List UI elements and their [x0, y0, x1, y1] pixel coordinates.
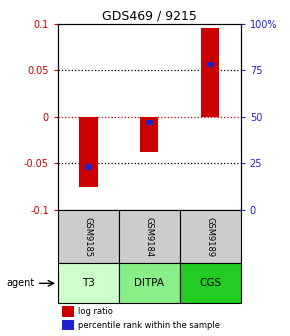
Title: GDS469 / 9215: GDS469 / 9215 [102, 9, 197, 23]
Bar [119, 210, 180, 263]
Bar [140, 117, 158, 152]
Text: GSM9185: GSM9185 [84, 217, 93, 257]
Text: log ratio: log ratio [78, 307, 113, 316]
Bar [146, 120, 153, 125]
Text: GSM9184: GSM9184 [145, 217, 154, 257]
Bar [62, 306, 75, 317]
Bar [79, 117, 97, 187]
Bar [206, 62, 214, 67]
Bar [58, 263, 119, 303]
Text: agent: agent [7, 278, 35, 288]
Text: T3: T3 [82, 278, 95, 288]
Text: percentile rank within the sample: percentile rank within the sample [78, 321, 220, 330]
Bar [62, 320, 75, 330]
Bar [119, 263, 180, 303]
Bar [180, 210, 241, 263]
Bar [201, 28, 219, 117]
Bar [58, 210, 119, 263]
Text: DITPA: DITPA [134, 278, 164, 288]
Text: CGS: CGS [199, 278, 221, 288]
Text: GSM9189: GSM9189 [206, 217, 215, 257]
Bar [180, 263, 241, 303]
Bar [85, 164, 92, 170]
